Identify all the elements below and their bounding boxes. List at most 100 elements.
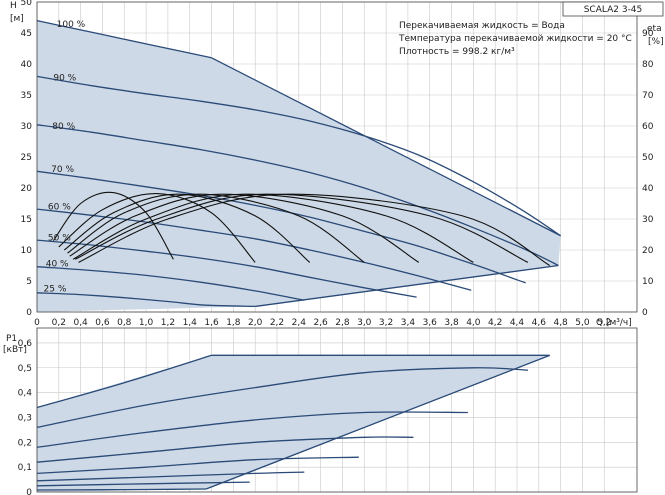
x-tick-label: 2,4: [292, 318, 307, 328]
x-axis-label: Q [м³/ч]: [596, 318, 632, 328]
y-axis-label-symbol: H: [10, 1, 17, 11]
y-tick-label: 40: [21, 60, 33, 70]
info-line-temperature: Температура перекачиваемой жидкости = 20…: [398, 34, 632, 44]
p1q-curve-70pct: [36, 436, 414, 463]
hq-curve-40pct: [36, 266, 305, 301]
hq-chart: 0 0,2 0,4 0,6 0,8 1,0 1,2 1,4 1,6 1,8 2,0 2,2 2,4 2,6…: [21, 0, 654, 328]
speed-label: 40 %: [46, 260, 69, 270]
hq-min-edge: [255, 264, 559, 308]
y2-axis-label-symbol: eta: [647, 24, 662, 34]
y2-tick-label: 60: [642, 122, 654, 132]
eta-curve: [78, 193, 550, 266]
y2-tick-label: 50: [642, 153, 654, 163]
speed-label: 60 %: [48, 203, 71, 213]
p1-axis-label-unit: [кВт]: [3, 345, 27, 355]
y-tick-label: 20: [21, 184, 33, 194]
hq-curve-70pct: [36, 170, 526, 284]
p1q-frame: [36, 327, 638, 493]
model-label: SCALA2 3-45: [584, 5, 643, 15]
x-tick-label: 5,2: [597, 318, 611, 328]
y2-tick-label: 40: [642, 184, 654, 194]
x-tick-label: 5,0: [575, 318, 590, 328]
speed-label: 80 %: [52, 122, 75, 132]
p1q-curve-25pct: [36, 488, 207, 491]
eta-curve: [67, 193, 365, 263]
x-tick-label: 3,2: [379, 318, 393, 328]
y2-tick-label: 10: [642, 277, 654, 287]
x-tick-label: 2,6: [313, 318, 328, 328]
p1q-curve-50pct: [36, 471, 305, 482]
eta-curve: [52, 191, 174, 260]
hq-frame: [36, 1, 638, 313]
y2-tick-label: 30: [642, 215, 654, 225]
x-tick-label: 3,8: [444, 318, 459, 328]
hq-operating-zone: [37, 20, 561, 312]
hq-curve-100pct: [36, 19, 212, 59]
x-tick-label: 4,6: [532, 318, 547, 328]
y-tick-label: 30: [21, 122, 33, 132]
y-tick-label: 10: [21, 246, 33, 256]
x-tick-label: 3,4: [401, 318, 416, 328]
speed-label: 100 %: [57, 20, 86, 30]
y-axis-label-unit: [м]: [10, 14, 24, 24]
eta-curve: [74, 193, 529, 263]
y2-tick-label: 0: [642, 308, 648, 318]
x-tick-label: 1,6: [204, 318, 219, 328]
x-tick-label: 1,8: [226, 318, 241, 328]
y-tick-label: 35: [21, 91, 32, 101]
x-tick-label: 4,4: [510, 318, 525, 328]
x-tick-label: 1,0: [139, 318, 154, 328]
x-tick-label: 2,0: [248, 318, 263, 328]
y2-tick-label: 20: [642, 246, 654, 256]
x-tick-label: 1,4: [183, 318, 198, 328]
x-tick-label: 4,8: [553, 318, 568, 328]
x-tick-label: 2,8: [335, 318, 350, 328]
p1-tick-label: 0,2: [18, 438, 32, 448]
y2-tick-label: 80: [642, 60, 654, 70]
p1q-curve-40pct: [36, 481, 250, 487]
x-tick-label: 0,8: [117, 318, 132, 328]
p1q-chart: 0 0,1 0,2 0,3 0,4 0,5 0,6: [18, 327, 638, 495]
eta-curve: [58, 193, 256, 263]
p1-tick-label: 0,3: [18, 413, 32, 423]
model-box: [562, 1, 664, 17]
y2-axis-label-unit: [%]: [648, 37, 664, 47]
p1-tick-label: 0,1: [18, 463, 32, 473]
hq-max-edge: [211, 57, 561, 237]
y-tick-label: 25: [21, 153, 32, 163]
y-tick-label: 50: [21, 0, 33, 8]
x-tick-label: 0,6: [95, 318, 110, 328]
p1-tick-label: 0,5: [18, 364, 32, 374]
p1q-curve-60pct: [36, 456, 359, 475]
eta-curve: [69, 193, 420, 263]
speed-label: 25 %: [44, 285, 67, 295]
x-tick-label: 0,4: [73, 318, 88, 328]
p1-tick-label: 0,4: [18, 389, 33, 399]
hq-curve-90pct: [36, 75, 561, 237]
speed-label: 50 %: [48, 234, 71, 244]
info-line-liquid: Перекачиваемая жидкость = Вода: [399, 21, 565, 31]
x-tick-label: 3,6: [423, 318, 438, 328]
y2-tick-label: 70: [642, 91, 654, 101]
x-tick-label: 4,2: [488, 318, 502, 328]
y-tick-label: 15: [21, 215, 32, 225]
x-tick-label: 0,2: [52, 318, 66, 328]
hq-curve-80pct: [36, 124, 559, 267]
p1-tick-label: 0: [26, 488, 32, 495]
hq-curve-25pct: [36, 292, 256, 308]
x-tick-label: 3,0: [357, 318, 372, 328]
speed-label: 70 %: [51, 165, 74, 175]
x-tick-label: 1,2: [161, 318, 175, 328]
p1-axis-label-symbol: P1: [6, 334, 17, 344]
hq-curve-60pct: [36, 208, 472, 291]
y-tick-label: 5: [26, 277, 32, 287]
y-tick-label: 0: [26, 308, 32, 318]
eta-curve: [72, 193, 474, 263]
info-line-density: Плотность = 998.2 кг/м³: [399, 47, 515, 57]
p1q-curve-80pct: [36, 411, 468, 448]
p1q-curve-90pct: [36, 367, 528, 429]
y2-tick-label: 90: [642, 29, 654, 39]
speed-label: 90 %: [53, 74, 76, 84]
